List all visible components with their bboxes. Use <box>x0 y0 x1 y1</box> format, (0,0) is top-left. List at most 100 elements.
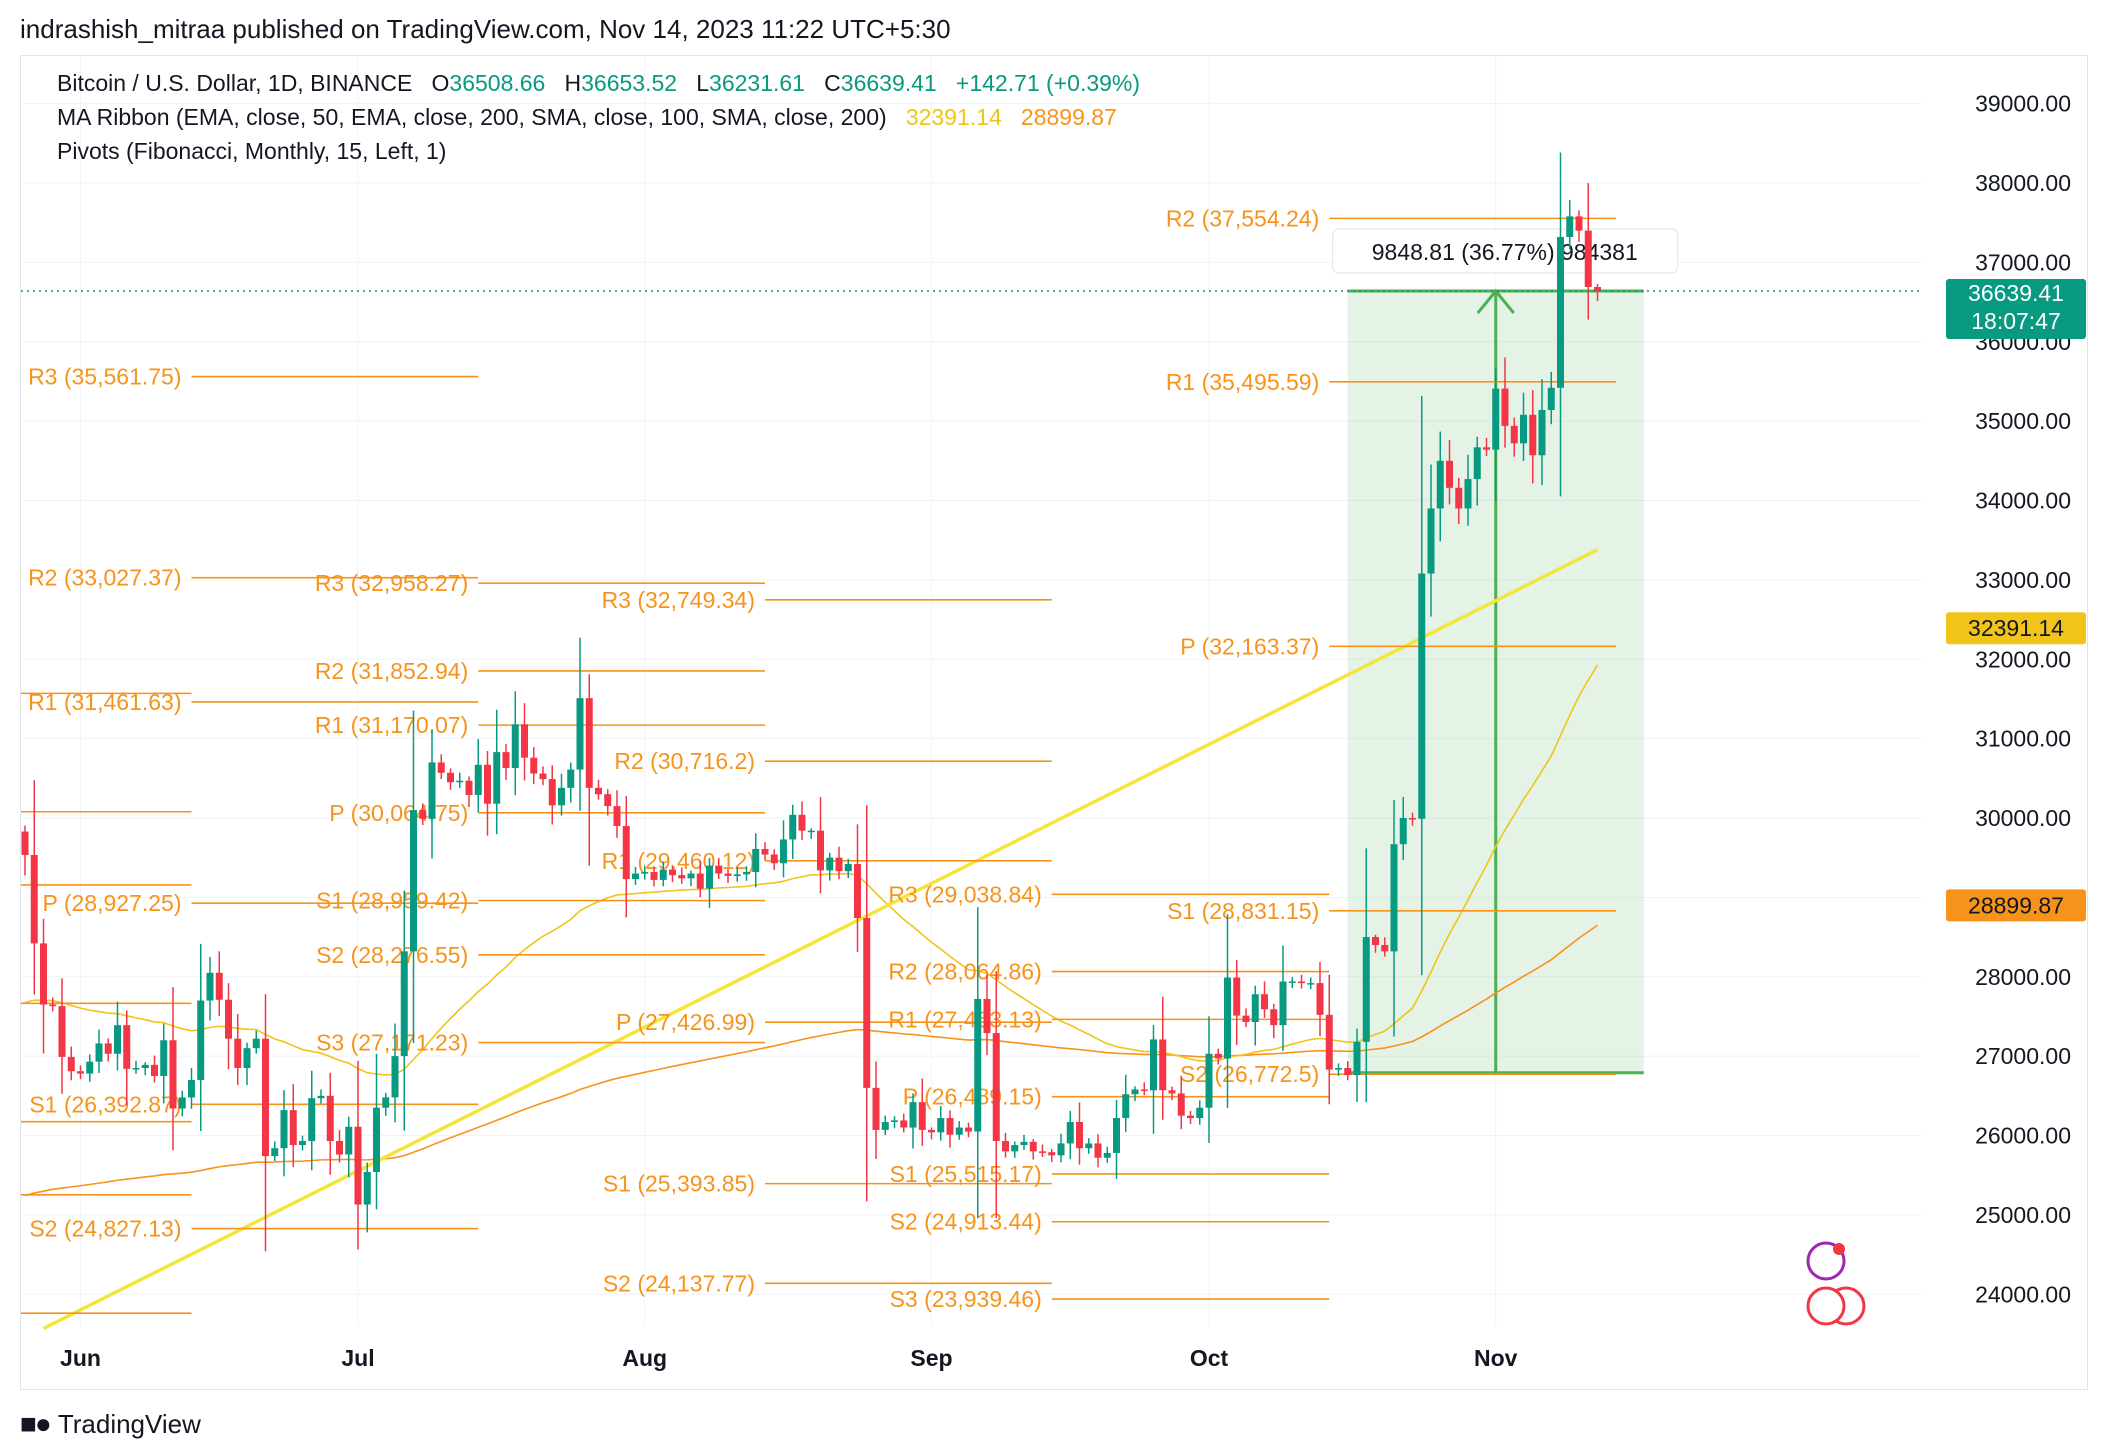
measure-arrow-head <box>1476 288 1515 314</box>
tradingview-logo-icon: ■● <box>20 1408 52 1439</box>
candle-body <box>95 1043 103 1062</box>
candle-body <box>1140 1089 1148 1091</box>
candles <box>21 152 1601 1252</box>
candle-body <box>1242 1015 1250 1022</box>
candle-body <box>696 873 704 889</box>
candle-body <box>447 772 454 783</box>
ma-value-2: 28899.87 <box>1020 104 1117 130</box>
candle-body <box>336 1141 343 1155</box>
candle-body <box>271 1148 279 1157</box>
candle-body <box>974 998 982 1132</box>
candle-body <box>280 1110 288 1149</box>
candle-body <box>548 779 556 806</box>
candle-body <box>595 787 602 795</box>
candle-body <box>1233 977 1241 1016</box>
y-tick-label: 35000.00 <box>1975 408 2071 434</box>
candle-body <box>604 794 612 807</box>
pivot-label: R2 (28,064.86) <box>888 959 1041 985</box>
candle-body <box>225 999 232 1039</box>
candle-body <box>826 857 834 871</box>
pivot-label: R3 (32,749.34) <box>602 587 755 613</box>
candle-body <box>863 918 871 1088</box>
pivot-label: P (26,489.15) <box>903 1084 1042 1110</box>
pivot-label: R3 (29,038.84) <box>888 881 1041 907</box>
candle-body <box>391 1056 399 1098</box>
candle-body <box>881 1122 889 1130</box>
candle-body <box>1372 937 1379 945</box>
candle-body <box>613 806 621 826</box>
candle-body <box>1325 1014 1333 1070</box>
trendline <box>42 548 1599 1330</box>
candle-body <box>1418 573 1426 819</box>
candle-body <box>1529 414 1537 456</box>
candle-body <box>511 724 519 768</box>
candle-body <box>21 831 29 855</box>
candle-body <box>410 810 417 952</box>
candle-body <box>1427 508 1435 574</box>
candle-body <box>539 773 547 780</box>
ma-price-tag <box>1946 612 2086 645</box>
x-axis: Jun Jul Aug Sep Oct Nov <box>60 1345 1518 1371</box>
candle-body <box>382 1097 390 1108</box>
candle-body <box>780 839 787 864</box>
candle-body <box>1288 981 1296 984</box>
pivot-label: S2 (24,827.13) <box>29 1216 181 1242</box>
moving-averages <box>24 664 1599 1197</box>
candle-body <box>678 875 686 879</box>
candle-body <box>752 848 760 872</box>
candle-body <box>123 1025 131 1069</box>
candle-body <box>641 871 649 874</box>
pivot-label: P (32,163.37) <box>1180 633 1319 659</box>
candle-body <box>1390 844 1398 952</box>
pivot-label: R2 (33,027.37) <box>28 565 181 591</box>
ma-price-tag <box>1946 889 2086 922</box>
candle-body <box>1279 981 1287 1026</box>
candle-body <box>206 972 214 1001</box>
candle-body <box>687 873 695 879</box>
candle-body <box>650 871 658 880</box>
y-tick-label: 39000.00 <box>1975 91 2071 117</box>
candle-body <box>1446 460 1453 488</box>
candle-body <box>844 864 852 872</box>
candle-body <box>67 1056 75 1072</box>
candle-body <box>1039 1151 1046 1153</box>
candle-body <box>669 869 676 876</box>
candle-body <box>955 1127 963 1135</box>
candle-body <box>965 1127 972 1132</box>
low-value: 36231.61 <box>709 70 805 96</box>
candle-body <box>169 1040 177 1109</box>
measure-label: 9848.81 (36.77%) 984381 <box>1372 239 1638 265</box>
pivots-legend: Pivots (Fibonacci, Monthly, 15, Left, 1) <box>57 138 447 164</box>
pivot-label: S3 (27,171.23) <box>316 1030 468 1056</box>
candle-body <box>1205 1053 1213 1108</box>
pivot-label: S2 (28,276.55) <box>316 942 468 968</box>
ma-ribbon-title: MA Ribbon (EMA, close, 50, EMA, close, 2… <box>57 104 887 130</box>
candle-body <box>234 1038 242 1069</box>
candle-body <box>345 1126 353 1155</box>
candle-body <box>1168 1090 1176 1094</box>
candle-body <box>1399 818 1407 845</box>
ma-value-1: 32391.14 <box>905 104 1002 130</box>
x-tick-label: Aug <box>622 1345 667 1371</box>
pivot-label: P (30,064.75) <box>329 800 468 826</box>
candle-body <box>1020 1141 1028 1146</box>
candle-body <box>1538 410 1546 456</box>
candle-body <box>1409 818 1416 820</box>
candle-body <box>807 830 815 833</box>
candle-body <box>891 1120 898 1123</box>
candle-body <box>326 1095 334 1142</box>
pivot-label: S1 (26,392.87) <box>29 1091 181 1117</box>
candle-body <box>706 865 713 889</box>
candle-body <box>1464 479 1472 509</box>
candle-body <box>1362 937 1370 1042</box>
y-tick-label: 28000.00 <box>1975 964 2071 990</box>
candle-body <box>160 1040 168 1076</box>
candle-body <box>40 943 47 1005</box>
candle-body <box>132 1068 140 1070</box>
candle-body <box>1353 1041 1361 1076</box>
open-label: O <box>431 70 450 96</box>
candle-body <box>465 780 473 795</box>
candle-body <box>363 1172 371 1205</box>
